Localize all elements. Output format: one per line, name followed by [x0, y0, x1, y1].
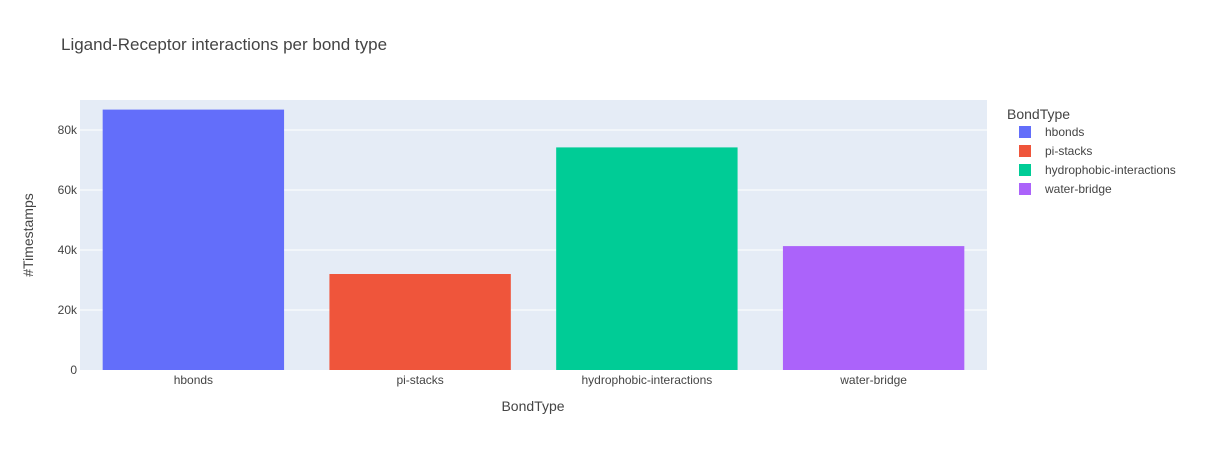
- bar-pi-stacks[interactable]: [329, 274, 511, 370]
- legend-item-label[interactable]: hydrophobic-interactions: [1045, 163, 1176, 177]
- x-axis-ticks: hbonds pi-stacks hydrophobic-interactions w…: [174, 373, 908, 387]
- legend-item-label[interactable]: pi-stacks: [1045, 144, 1092, 158]
- x-tick-label: hydrophobic-interactions: [582, 373, 713, 387]
- bars: [102, 109, 965, 370]
- bar-hbonds[interactable]: [102, 109, 285, 370]
- legend-title: BondType: [1007, 106, 1070, 122]
- legend-item-label[interactable]: water-bridge: [1044, 182, 1112, 196]
- bar-hydrophobic-interactions[interactable]: [556, 147, 738, 370]
- y-tick-label: 40k: [58, 243, 78, 257]
- y-tick-label: 0: [70, 363, 77, 377]
- bar-water-bridge[interactable]: [782, 246, 965, 370]
- legend-swatch[interactable]: [1019, 126, 1031, 138]
- y-tick-label: 80k: [58, 123, 78, 137]
- y-axis-ticks: 0 20k 40k 60k 80k: [58, 123, 78, 377]
- y-axis-title: #Timestamps: [20, 193, 36, 277]
- legend: BondType hbonds pi-stacks hydrophobic-inte…: [1007, 106, 1176, 196]
- legend-swatch[interactable]: [1019, 164, 1031, 176]
- x-tick-label: water-bridge: [839, 373, 907, 387]
- x-tick-label: pi-stacks: [396, 373, 443, 387]
- y-tick-label: 20k: [58, 303, 78, 317]
- y-tick-label: 60k: [58, 183, 78, 197]
- x-axis-title: BondType: [501, 398, 564, 414]
- legend-swatch[interactable]: [1019, 145, 1031, 157]
- x-tick-label: hbonds: [174, 373, 213, 387]
- chart-title: Ligand-Receptor interactions per bond ty…: [61, 35, 387, 54]
- legend-swatch[interactable]: [1019, 183, 1031, 195]
- legend-item-label[interactable]: hbonds: [1045, 125, 1084, 139]
